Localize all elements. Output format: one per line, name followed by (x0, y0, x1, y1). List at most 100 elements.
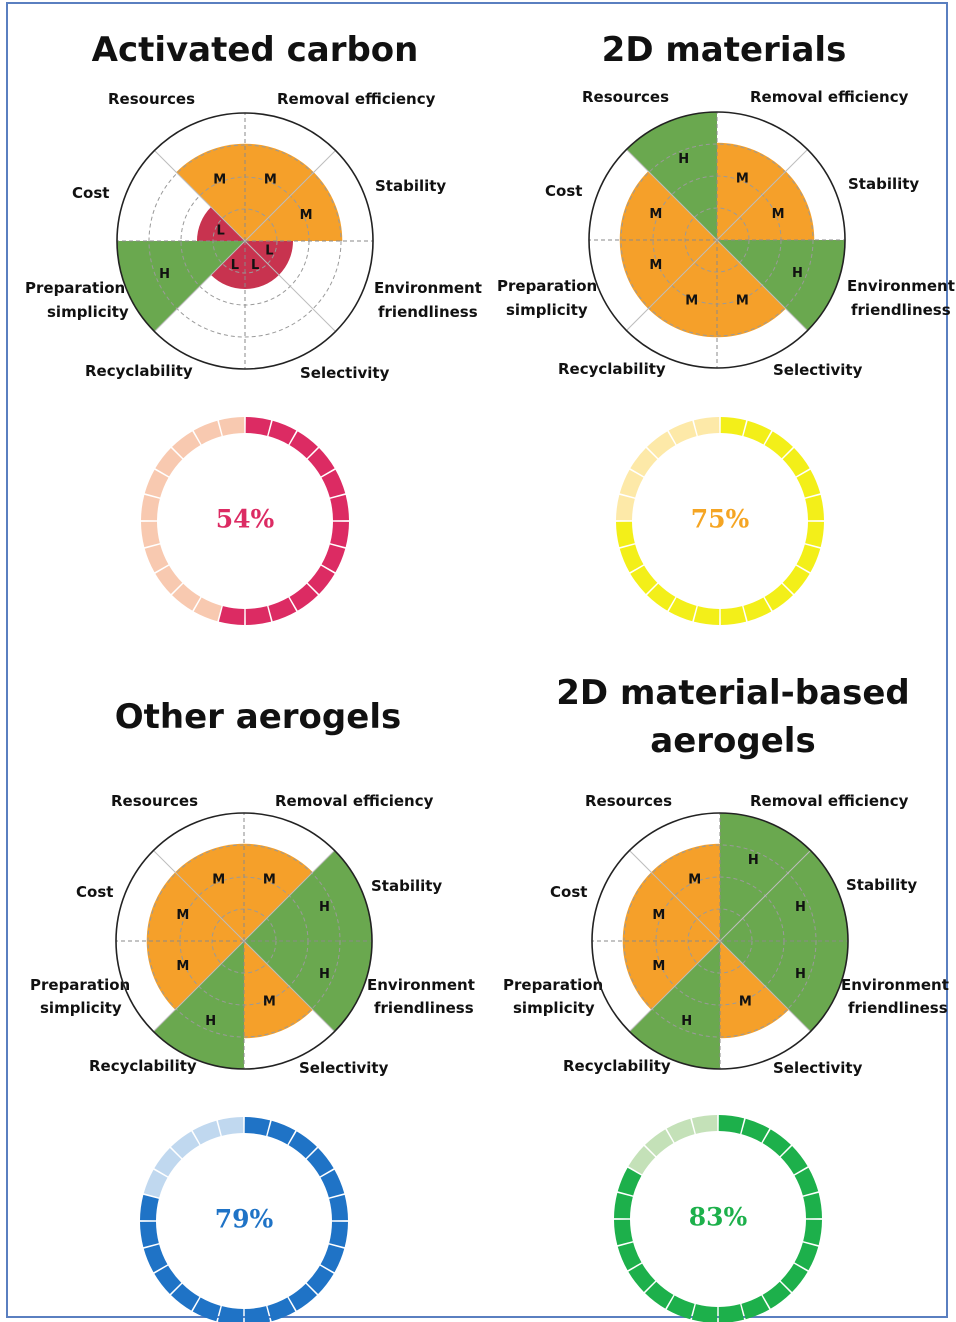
score-segment-filled (330, 494, 349, 521)
axis-label-stability: Stability (848, 175, 919, 193)
score-segment-filled (691, 1304, 718, 1322)
axis-label-friendliness: friendliness (374, 999, 474, 1017)
score-segment-empty (666, 1118, 695, 1143)
score-segment-filled (693, 606, 720, 625)
radar-level-label: M (649, 258, 662, 273)
score-segment-empty (141, 494, 160, 521)
radar-level-label: M (176, 908, 189, 923)
radar-level-label: M (772, 207, 785, 222)
score-segment-empty (172, 583, 201, 611)
score-segment-empty (616, 494, 635, 521)
score-segment-empty (217, 1117, 244, 1136)
axis-label-friendliness: friendliness (851, 301, 951, 319)
radar-spoke (244, 240, 336, 332)
axis-label-preparation: Preparation (25, 279, 125, 297)
score-segment-filled (718, 1304, 745, 1322)
score-segment-filled (718, 1115, 745, 1134)
score-segment-filled (244, 1306, 271, 1322)
score-segment-filled (720, 606, 747, 625)
axis-label-environment: Environment (367, 976, 475, 994)
score-segment-filled (762, 1281, 791, 1309)
score-segment-empty (218, 417, 245, 436)
score-label-2d-materials: 75% (691, 505, 750, 534)
axis-label-selectivity: Selectivity (773, 1059, 863, 1077)
score-segment-filled (306, 1148, 334, 1177)
axis-label-cost: Cost (76, 883, 113, 901)
radar-chart: H H H M H M M M (591, 812, 849, 1070)
axis-label-cost: Cost (72, 184, 109, 202)
radar-sector (622, 941, 720, 1010)
radar-sector (211, 241, 245, 289)
score-segment-filled (796, 544, 821, 573)
axis-label-cost: Cost (545, 182, 582, 200)
radar-sector (717, 240, 845, 331)
axis-label-cost: Cost (550, 883, 587, 901)
radar-spoke (153, 940, 245, 1032)
radar-spoke (719, 940, 811, 1032)
radar-sector (244, 843, 313, 941)
score-segment-filled (140, 1221, 159, 1248)
score-segment-filled (330, 521, 349, 548)
radar-sector (245, 241, 293, 275)
axis-label-selectivity: Selectivity (773, 361, 863, 379)
radar-sector (648, 240, 717, 338)
radar-grid-circle (620, 143, 814, 337)
score-segment-filled (143, 1244, 168, 1273)
score-segment-filled (289, 431, 318, 459)
score-segment-empty (691, 1115, 718, 1134)
score-segment-filled (805, 494, 824, 521)
radar-level-label: H (205, 1014, 216, 1029)
score-label-activated-carbon: 54% (216, 505, 275, 534)
score-segment-filled (268, 420, 297, 445)
radar-sector (244, 941, 372, 1032)
score-segment-filled (741, 1295, 770, 1320)
score-segment-empty (143, 1169, 168, 1198)
radar-spoke (244, 150, 336, 242)
radar-outer-ring (588, 111, 846, 369)
radar-sector (175, 843, 244, 941)
score-segment-filled (617, 1167, 642, 1196)
radar-sector (244, 850, 372, 941)
score-segment-filled (803, 1192, 822, 1219)
axis-label-simplicity: simplicity (513, 999, 595, 1017)
radar-level-label: M (685, 294, 698, 309)
score-segment-filled (321, 469, 346, 498)
radar-spoke (154, 150, 246, 242)
radar-sector (626, 112, 717, 240)
score-donut (614, 1115, 822, 1322)
axis-label-preparation: Preparation (503, 976, 603, 994)
radar-level-label: M (688, 872, 701, 887)
score-segment-empty (141, 521, 160, 548)
radar-grid-circle (147, 844, 341, 1038)
radar-sector (245, 241, 279, 289)
score-segment-filled (245, 417, 272, 436)
score-segment-filled (614, 1219, 633, 1246)
radar-level-label: H (319, 900, 330, 915)
score-segment-empty (192, 1120, 221, 1145)
radar-spoke (626, 149, 718, 241)
score-segment-filled (743, 420, 772, 445)
axis-label-selectivity: Selectivity (299, 1059, 389, 1077)
score-segment-filled (796, 469, 821, 498)
radar-level-label: H (678, 152, 689, 167)
axis-label-preparation: Preparation (30, 976, 130, 994)
radar-spoke (629, 850, 721, 942)
radar-sector (197, 207, 245, 241)
score-segment-filled (743, 597, 772, 622)
radar-sector (717, 240, 786, 338)
score-segment-filled (803, 1219, 822, 1246)
score-segment-filled (321, 544, 346, 573)
score-segment-filled (267, 1120, 296, 1145)
score-segment-empty (693, 417, 720, 436)
axis-label-environment: Environment (847, 277, 955, 295)
radar-level-label: L (265, 244, 273, 259)
radar-spoke (629, 940, 721, 1032)
radar-sector (146, 872, 244, 941)
score-segment-filled (244, 1117, 271, 1136)
radar-grid-circle (623, 844, 817, 1038)
axis-label-recyclability: Recyclability (89, 1057, 197, 1075)
score-segment-empty (144, 544, 169, 573)
score-segment-filled (267, 1297, 296, 1322)
score-segment-filled (794, 1242, 819, 1271)
score-segment-filled (245, 606, 272, 625)
